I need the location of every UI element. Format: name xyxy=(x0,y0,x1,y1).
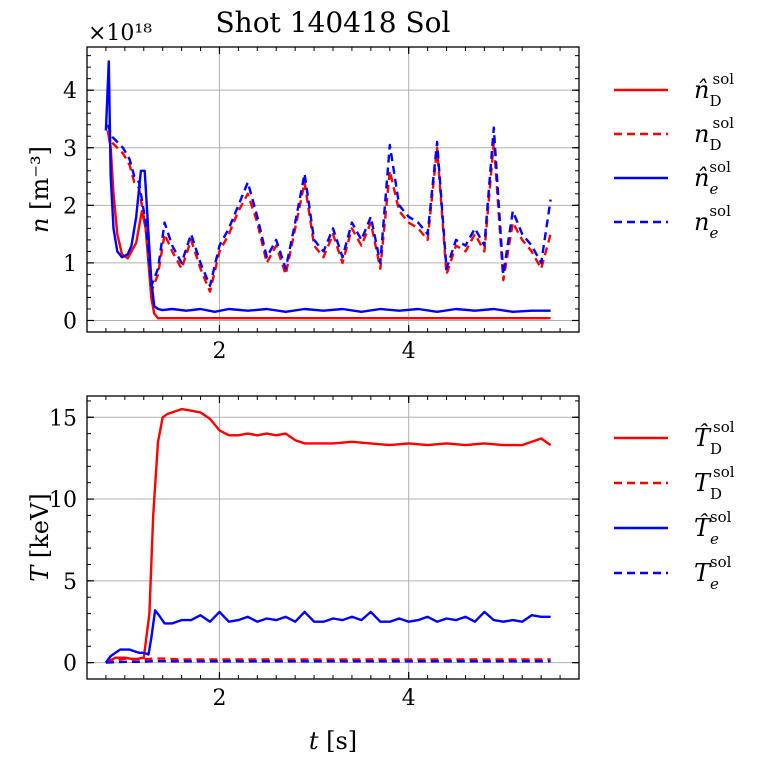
legend-entry: nDsol xyxy=(694,114,734,154)
legend-sub: D xyxy=(710,440,722,458)
series-line-temperature-0 xyxy=(105,407,552,664)
legend-entry: n̂Dsol xyxy=(694,70,734,110)
x-tick-label: 2 xyxy=(212,686,226,711)
legend-sup: sol xyxy=(713,418,735,436)
y-axis-symbol: T xyxy=(26,558,54,582)
x-tick-label: 4 xyxy=(402,339,416,364)
y-axis-symbol: n xyxy=(26,210,54,233)
legend-sub: e xyxy=(709,224,718,242)
legend-base: n̂ xyxy=(694,164,709,192)
y-tick-label: 10 xyxy=(49,488,77,513)
y-tick-label: 0 xyxy=(63,309,77,334)
legend-sub: e xyxy=(709,180,718,198)
legend-entry: T̂e sol xyxy=(694,508,732,548)
legend-base: n xyxy=(694,120,709,148)
legend-sup: sol xyxy=(710,553,732,571)
y-axis-unit: [m⁻³] xyxy=(26,146,54,210)
legend-sub: D xyxy=(709,136,721,154)
y-tick-label: 3 xyxy=(63,137,77,162)
y-tick-label: 4 xyxy=(63,79,77,104)
x-tick-label: 4 xyxy=(402,686,416,711)
y-tick-label: 2 xyxy=(63,194,77,219)
figure-title: Shot 140418 Sol xyxy=(215,6,450,39)
y-axis-label: T [keV] xyxy=(26,493,54,581)
legend-entry: n̂e sol xyxy=(694,158,731,198)
x-axis-unit: [s] xyxy=(326,727,357,755)
y-axis-label: n [m⁻³] xyxy=(26,146,54,233)
legend-entry: TDsol xyxy=(694,463,735,503)
series-line-temperature-3 xyxy=(105,659,551,664)
legend-entry: T̂Dsol xyxy=(694,418,735,458)
legend-sup: sol xyxy=(709,202,731,220)
plot-frame xyxy=(86,395,580,680)
legend-sub: e xyxy=(710,530,719,548)
legend-sup: sol xyxy=(713,463,735,481)
legend-base: T xyxy=(694,469,712,497)
series-line-density-0 xyxy=(106,130,551,320)
y-tick-label: 5 xyxy=(63,570,77,595)
legend-base: n̂ xyxy=(694,76,709,104)
x-axis-label: t [s] xyxy=(309,727,357,755)
legend-sub: D xyxy=(709,92,721,110)
series-line-density-2 xyxy=(104,60,551,313)
y-tick-label: 15 xyxy=(49,406,77,431)
legend-sub: D xyxy=(710,485,722,503)
legend-sup: sol xyxy=(713,114,735,132)
series-line-density-3 xyxy=(106,124,552,288)
legend-base: T xyxy=(694,559,712,587)
legend-base: T̂ xyxy=(694,424,712,452)
legend-entry: Te sol xyxy=(694,553,732,593)
legend-base: n xyxy=(694,208,709,236)
legend-base: T̂ xyxy=(694,514,712,542)
legend-sup: sol xyxy=(710,508,732,526)
legend-sup: sol xyxy=(709,158,731,176)
y-tick-label: 0 xyxy=(63,652,77,677)
x-axis-symbol: t xyxy=(309,727,326,755)
series-line-temperature-2 xyxy=(104,609,551,664)
y-tick-label: 1 xyxy=(63,252,77,277)
y-offset-text: ×10¹⁸ xyxy=(88,21,152,46)
series-line-density-1 xyxy=(106,130,552,293)
y-axis-unit: [keV] xyxy=(26,493,54,558)
legend-sup: sol xyxy=(713,70,735,88)
legend-sub: e xyxy=(710,575,719,593)
x-tick-label: 2 xyxy=(212,339,226,364)
series-line-temperature-1 xyxy=(105,657,551,664)
legend-entry: ne sol xyxy=(694,202,731,242)
